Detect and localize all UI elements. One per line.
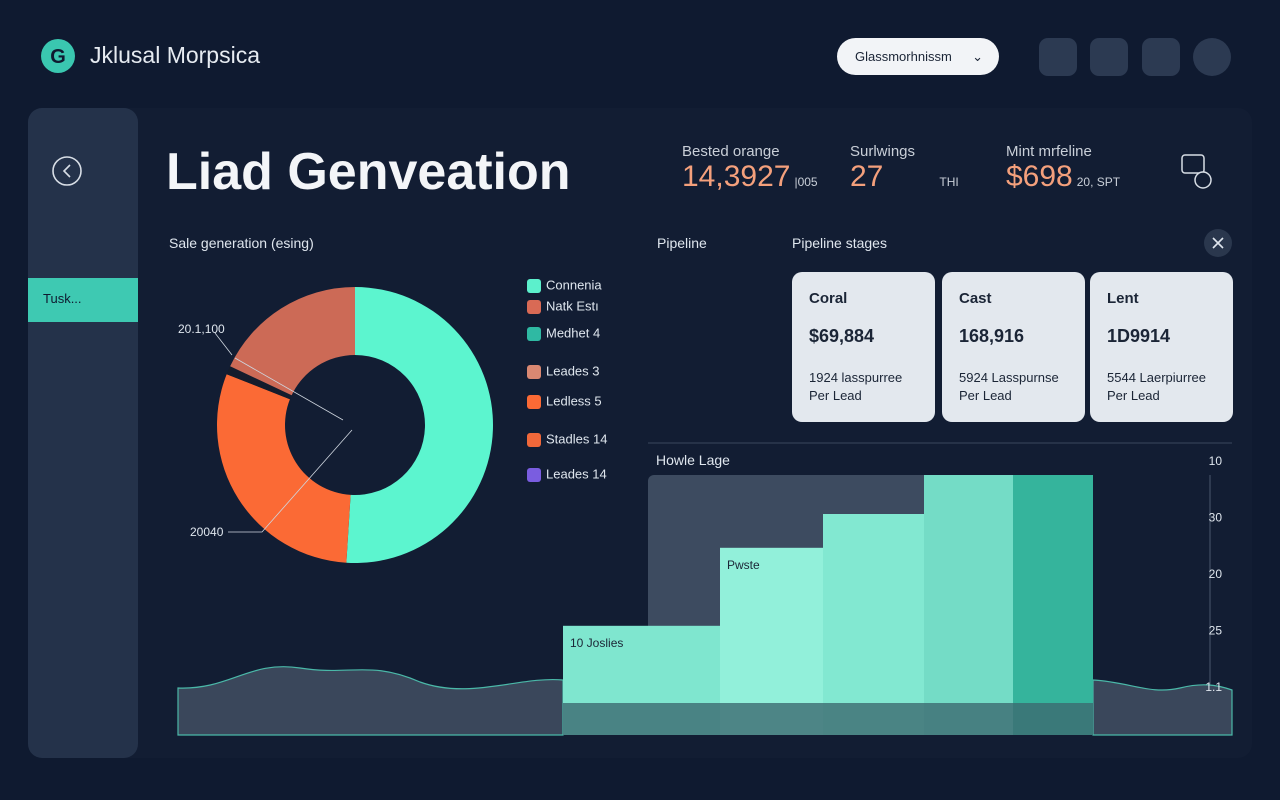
card-unit: Per Lead <box>959 388 1012 403</box>
wave-area <box>177 666 564 736</box>
section-title: Sale generation (esing) <box>169 235 314 251</box>
logo <box>41 39 75 73</box>
brand: Jklusal Morpsica <box>90 42 260 68</box>
section-title: Pipeline stages <box>792 235 887 251</box>
donut-slice <box>226 366 292 400</box>
close-icon <box>1212 237 1224 249</box>
bar-base <box>563 703 1093 735</box>
kpi-suffix: 20, SPT <box>1076 175 1121 189</box>
kpi: Bested orange 14,3927 |005 <box>682 143 818 194</box>
chevron: ⌄ <box>972 49 983 64</box>
axis-label: 10 <box>1209 454 1223 468</box>
leader-line <box>214 332 344 421</box>
kpi: Mint mrfeline $698 20, SPT <box>1006 143 1120 194</box>
annotation: 20040 <box>190 525 224 539</box>
axis-label: 1.1 <box>1205 680 1222 694</box>
card-value: $69,884 <box>809 326 875 346</box>
legend-swatch <box>527 327 541 341</box>
card-unit: Per Lead <box>1107 388 1160 403</box>
kpi-value: $698 <box>1006 160 1073 193</box>
kpi-suffix: THI <box>939 175 959 189</box>
kpi-suffix: |005 <box>794 175 818 189</box>
kpi-value: 27 <box>850 160 884 193</box>
dropdown-label: Glassmorhnissm <box>855 49 952 64</box>
legend-swatch <box>527 300 541 314</box>
donut-slice <box>217 374 351 563</box>
card-title: Lent <box>1107 290 1139 307</box>
legend-label: Ledless 5 <box>546 393 602 408</box>
legend-label: Leades 14 <box>546 466 607 481</box>
leader-line <box>228 429 353 533</box>
bar <box>924 475 1013 735</box>
card-detail: 5924 Lasspurnse <box>959 370 1059 385</box>
page-title: Liad Genveation <box>166 143 571 201</box>
card-detail: 1924 lasspurree <box>809 370 903 385</box>
stage-card[interactable]: Coral $69,884 1924 lasspurree Per Lead <box>792 272 935 422</box>
axis-label: 30 <box>1209 511 1223 525</box>
bar-label: Pwste <box>727 558 760 572</box>
apps-button[interactable] <box>1193 38 1231 76</box>
card-value: 1D9914 <box>1107 326 1171 346</box>
legend-swatch <box>527 365 541 379</box>
legend-label: Medhet 4 <box>546 325 600 340</box>
legend-swatch <box>527 395 541 409</box>
legend-label: Leades 3 <box>546 363 600 378</box>
legend-label: Stadles 14 <box>546 431 607 446</box>
stage-card[interactable]: Lent 1D9914 5544 Laerpiurree Per Lead <box>1090 272 1233 422</box>
legend-label: Connenia <box>546 277 602 292</box>
axis-label: 20 <box>1209 567 1223 581</box>
bar <box>1013 475 1093 735</box>
legend-swatch <box>527 433 541 447</box>
menu-button[interactable] <box>1039 38 1077 76</box>
back-button[interactable] <box>52 156 82 186</box>
legend-label: Natk Estı <box>546 298 599 313</box>
chart-title: Howle Lage <box>656 452 730 468</box>
kpi-label: Mint mrfeline <box>1006 143 1092 160</box>
bar-label: 10 Joslies <box>570 636 623 650</box>
export-icon[interactable] <box>1181 154 1205 174</box>
card-title: Cast <box>959 290 992 307</box>
bar <box>823 514 924 735</box>
check-button[interactable] <box>1090 38 1128 76</box>
wave-area <box>1092 679 1233 736</box>
kpi-label: Surlwings <box>850 143 916 160</box>
axis-label: 25 <box>1209 624 1223 638</box>
back-icon <box>62 164 71 178</box>
donut-slice <box>346 287 494 563</box>
dropdown[interactable]: Glassmorhnissm ⌄ <box>837 38 999 75</box>
user-button[interactable] <box>1142 38 1180 76</box>
card-unit: Per Lead <box>809 388 862 403</box>
donut-slice <box>230 287 355 396</box>
card-title: Coral <box>809 290 848 307</box>
legend-swatch <box>527 279 541 293</box>
kpi-value: 14,3927 <box>682 160 791 193</box>
sidebar-active <box>28 278 138 322</box>
sidebar <box>28 108 138 758</box>
sidebar-item[interactable]: Tusk... <box>43 291 82 306</box>
kpi: Surlwings 27 THI <box>850 143 959 194</box>
kpi-label: Bested orange <box>682 143 780 160</box>
logo-mark: G <box>50 46 66 68</box>
card-detail: 5544 Laerpiurree <box>1107 370 1207 385</box>
annotation: 20.1,100 <box>178 322 225 336</box>
timer-icon <box>1194 171 1212 189</box>
legend-swatch <box>527 468 541 482</box>
section-title: Pipeline <box>657 235 707 251</box>
card-value: 168,916 <box>959 326 1025 346</box>
stage-card[interactable]: Cast 168,916 5924 Lasspurnse Per Lead <box>942 272 1085 422</box>
